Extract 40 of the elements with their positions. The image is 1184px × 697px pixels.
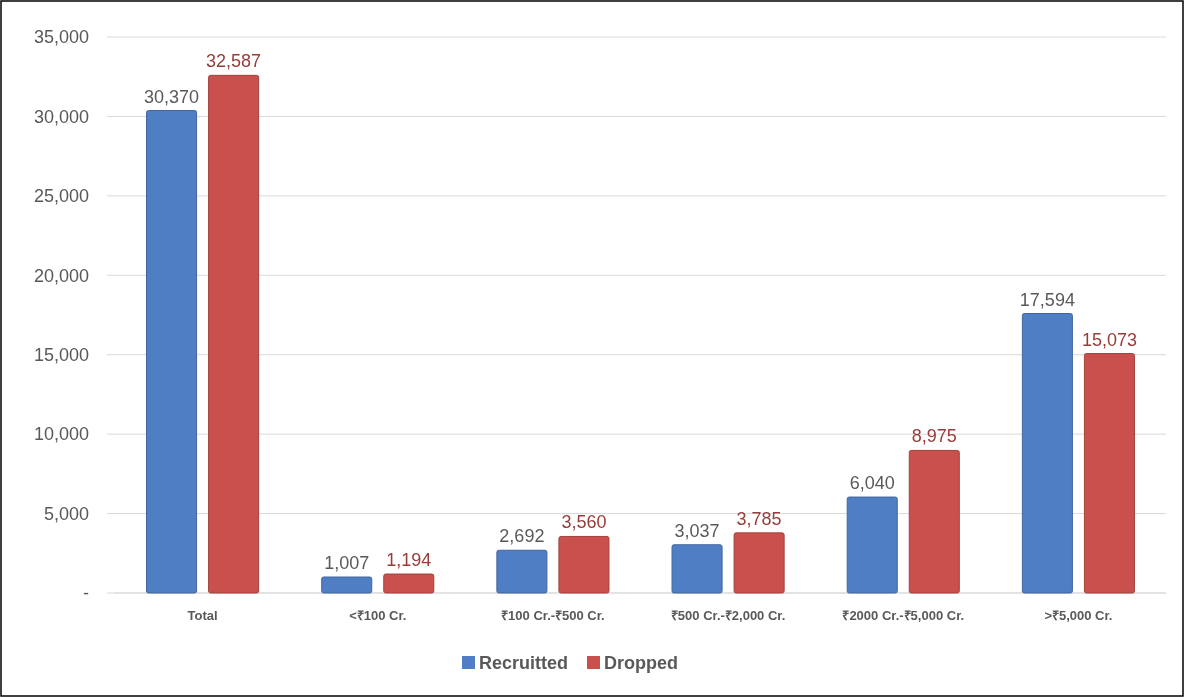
x-tick-label: ₹500 Cr.-₹2,000 Cr. [670,608,786,623]
data-label: 1,007 [324,553,370,573]
x-tick-label: ₹100 Cr.-₹500 Cr. [501,608,605,623]
y-tick-label: 20,000 [33,265,89,286]
bar [671,544,723,594]
bar [733,532,785,594]
data-label: 32,587 [206,51,262,72]
data-label: 30,370 [144,86,200,107]
bar [558,535,610,594]
data-label: 6,040 [849,473,895,494]
data-label: 17,594 [1019,289,1075,310]
data-label: 3,560 [561,512,607,533]
data-label: 8,975 [911,426,957,447]
x-tick-label: >₹5,000 Cr. [1044,608,1113,623]
data-label: 3,785 [736,508,782,529]
y-tick-label: 15,000 [33,345,89,366]
bar [146,110,198,594]
bar [496,549,548,594]
x-tick-label: ₹2000 Cr.-₹5,000 Cr. [842,608,965,623]
y-tick-label: 30,000 [33,106,89,127]
y-tick-label: 10,000 [33,424,89,445]
x-tick-label: Total [187,608,218,623]
bar [1083,353,1135,594]
data-label: 3,037 [674,520,720,541]
bar [321,576,373,594]
bar [846,496,898,594]
data-label: 1,194 [386,550,432,571]
bar [908,449,960,594]
legend-label: Recruitted [479,653,569,674]
bar [208,74,260,594]
data-label: 15,073 [1081,329,1137,350]
bar [1021,313,1073,594]
y-tick-label: 25,000 [33,186,89,207]
bar [383,573,435,594]
legend-label: Dropped [604,653,678,674]
y-tick-label: 5,000 [43,503,89,524]
data-label: 2,692 [499,526,545,547]
y-tick-label: - [83,583,89,604]
x-tick-label: <₹100 Cr. [349,608,407,623]
y-tick-label: 35,000 [33,27,89,48]
